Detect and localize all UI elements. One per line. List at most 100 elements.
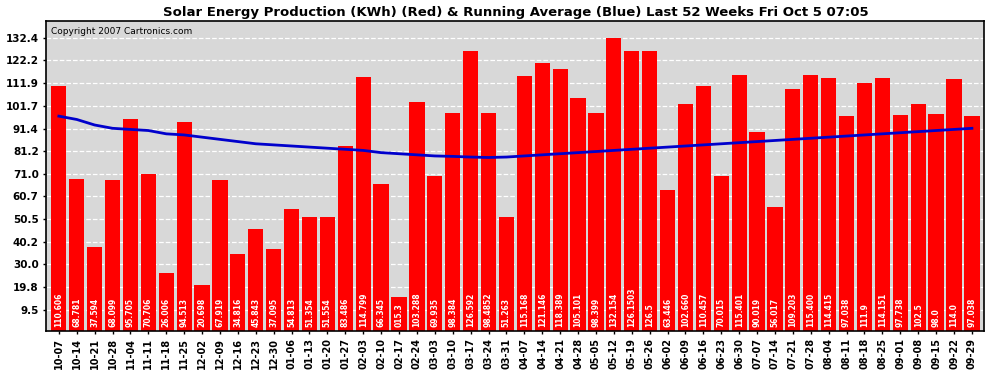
Bar <box>338 146 352 330</box>
Text: 118.389: 118.389 <box>555 292 564 327</box>
Text: 45.843: 45.843 <box>251 298 260 327</box>
Text: 56.017: 56.017 <box>770 298 779 327</box>
Bar <box>552 69 567 330</box>
Bar <box>213 180 228 330</box>
Text: 68.099: 68.099 <box>108 298 117 327</box>
Bar <box>499 217 514 330</box>
Text: 102.5: 102.5 <box>914 303 923 327</box>
Bar <box>624 51 640 330</box>
Bar <box>946 79 961 330</box>
Text: 37.095: 37.095 <box>269 298 278 327</box>
Bar <box>355 77 371 330</box>
Text: Copyright 2007 Cartronics.com: Copyright 2007 Cartronics.com <box>51 27 192 36</box>
Bar <box>231 254 246 330</box>
Text: 67.919: 67.919 <box>216 298 225 327</box>
Text: 63.446: 63.446 <box>663 298 672 327</box>
Text: 83.486: 83.486 <box>341 298 349 327</box>
Text: 126.5: 126.5 <box>645 303 654 327</box>
Bar <box>732 75 746 330</box>
Bar <box>535 63 549 330</box>
Bar <box>588 113 604 330</box>
Bar <box>248 229 263 330</box>
Title: Solar Energy Production (KWh) (Red) & Running Average (Blue) Last 52 Weeks Fri O: Solar Energy Production (KWh) (Red) & Ru… <box>162 6 868 18</box>
Bar <box>194 285 210 330</box>
Text: 121.146: 121.146 <box>538 293 546 327</box>
Text: 97.738: 97.738 <box>896 298 905 327</box>
Text: 015.3: 015.3 <box>394 303 404 327</box>
Bar <box>714 176 729 330</box>
Bar <box>606 39 622 330</box>
Text: 90.019: 90.019 <box>752 298 761 327</box>
Text: 110.606: 110.606 <box>54 293 63 327</box>
Bar <box>373 184 389 330</box>
Text: 98.384: 98.384 <box>448 298 457 327</box>
Bar <box>391 297 407 330</box>
Text: 114.415: 114.415 <box>825 293 834 327</box>
Bar <box>428 176 443 330</box>
Text: 51.354: 51.354 <box>305 298 314 327</box>
Text: 98.399: 98.399 <box>591 298 601 327</box>
Text: 70.015: 70.015 <box>717 298 726 327</box>
Text: 126.1503: 126.1503 <box>628 288 637 327</box>
Bar <box>481 113 496 330</box>
Text: 70.706: 70.706 <box>144 298 152 327</box>
Text: 94.513: 94.513 <box>179 298 189 327</box>
Text: 105.101: 105.101 <box>573 293 582 327</box>
Bar <box>821 78 837 330</box>
Text: 95.705: 95.705 <box>126 298 135 327</box>
Text: 66.345: 66.345 <box>376 298 386 327</box>
Text: 126.592: 126.592 <box>466 293 475 327</box>
Bar <box>660 190 675 330</box>
Text: 111.9: 111.9 <box>860 303 869 327</box>
Text: 97.038: 97.038 <box>842 298 851 327</box>
Text: 114.151: 114.151 <box>878 293 887 327</box>
Bar <box>678 104 693 330</box>
Bar <box>463 51 478 330</box>
Bar <box>929 114 943 330</box>
Text: 51.554: 51.554 <box>323 298 332 327</box>
Bar <box>570 98 586 330</box>
Text: 132.154: 132.154 <box>610 293 619 327</box>
Text: 69.935: 69.935 <box>431 298 440 327</box>
Text: 98.4852: 98.4852 <box>484 293 493 327</box>
Text: 54.813: 54.813 <box>287 298 296 327</box>
Bar <box>284 209 299 330</box>
Bar <box>893 114 908 330</box>
Bar <box>785 89 801 330</box>
Text: 97.038: 97.038 <box>967 298 976 327</box>
Bar <box>839 116 854 330</box>
Text: 110.457: 110.457 <box>699 293 708 327</box>
Bar <box>320 217 335 330</box>
Text: 102.660: 102.660 <box>681 293 690 327</box>
Bar <box>446 113 460 330</box>
Text: 114.0: 114.0 <box>949 303 958 327</box>
Text: 51.263: 51.263 <box>502 298 511 327</box>
Text: 115.401: 115.401 <box>735 293 743 327</box>
Text: 115.400: 115.400 <box>806 293 816 327</box>
Text: 37.594: 37.594 <box>90 298 99 327</box>
Text: 68.781: 68.781 <box>72 298 81 327</box>
Bar <box>141 174 156 330</box>
Bar <box>105 180 120 330</box>
Bar <box>69 178 84 330</box>
Bar <box>911 104 926 330</box>
Bar <box>696 86 711 330</box>
Bar <box>643 51 657 330</box>
Bar <box>176 122 192 330</box>
Text: 115.168: 115.168 <box>520 293 529 327</box>
Text: 34.816: 34.816 <box>234 298 243 327</box>
Bar <box>409 102 425 330</box>
Bar <box>266 249 281 330</box>
Text: 114.799: 114.799 <box>358 293 367 327</box>
Text: 98.0: 98.0 <box>932 309 940 327</box>
Bar <box>158 273 174 330</box>
Bar <box>51 86 66 330</box>
Text: 109.203: 109.203 <box>788 293 797 327</box>
Bar <box>875 78 890 330</box>
Bar <box>517 76 532 330</box>
Bar <box>87 248 102 330</box>
Bar <box>964 116 979 330</box>
Text: 20.698: 20.698 <box>198 298 207 327</box>
Bar <box>123 119 138 330</box>
Bar <box>302 217 317 330</box>
